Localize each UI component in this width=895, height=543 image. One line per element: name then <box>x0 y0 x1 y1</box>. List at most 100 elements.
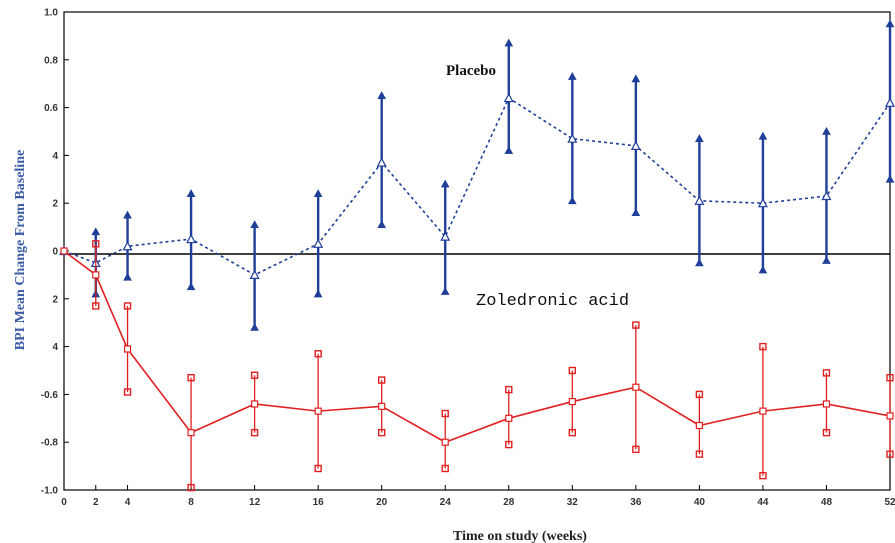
zoledronic-acid-error-cap-upper <box>441 409 449 418</box>
y-tick-label: 4 <box>52 151 58 162</box>
zoledronic-acid-error-cap-upper <box>123 302 132 310</box>
placebo-mean-point <box>503 92 514 103</box>
placebo-error-cap-lower <box>377 220 387 229</box>
zoledronic-acid-error-cap-upper <box>822 369 831 377</box>
zoledronic-acid-error-cap-lower <box>886 450 894 458</box>
zoledronic-acid-mean-point <box>314 407 322 415</box>
placebo-mean-point <box>567 133 578 143</box>
y-axis-ticks: 1.0 0.8 0.6 4 2 0 2 4 -0.6 -0.8 -1.0 <box>41 8 69 497</box>
placebo-error-cap-upper <box>440 179 450 188</box>
x-tick-label: 52 <box>884 497 895 508</box>
zoledronic-acid-error-cap-lower <box>822 428 831 437</box>
placebo-error-cap-lower <box>758 265 768 274</box>
zoledronic-acid-error-cap-upper <box>505 385 513 394</box>
zoledronic-acid-error-cap-lower <box>250 428 259 437</box>
zoledronic-acid-series <box>60 240 894 492</box>
placebo-error-cap-lower <box>695 258 704 267</box>
x-tick-label: 48 <box>821 497 833 508</box>
placebo-error-cap-lower <box>250 322 259 331</box>
y-axis-title: BPI Mean Change From Baseline <box>13 150 28 350</box>
y-tick-label: -1.0 <box>41 486 59 497</box>
x-tick-label: 24 <box>440 497 452 508</box>
series-layer <box>59 19 895 492</box>
placebo-error-cap-upper <box>504 38 514 47</box>
placebo-error-cap-lower <box>822 256 831 264</box>
zoledronic-acid-error-cap-upper <box>250 371 259 379</box>
x-tick-label: 28 <box>503 497 515 508</box>
x-tick-label: 0 <box>61 497 67 508</box>
placebo-error-cap-lower <box>567 196 577 205</box>
placebo-error-cap-upper <box>695 134 704 142</box>
x-axis-ticks: 0 2 4 8 12 16 20 24 28 32 36 40 44 48 52 <box>61 485 895 508</box>
placebo-mean-point <box>249 269 260 279</box>
x-tick-label: 44 <box>757 497 769 508</box>
zoledronic-acid-error-cap-upper <box>759 342 767 351</box>
zoledronic-acid-error-cap-lower <box>92 302 100 310</box>
y-tick-label: -0.6 <box>41 390 59 401</box>
placebo-mean-point <box>757 197 768 208</box>
x-tick-label: 2 <box>93 497 99 508</box>
placebo-error-cap-upper <box>250 220 259 229</box>
placebo-mean-line <box>63 96 891 276</box>
zoledronic-acid-error-cap-upper <box>886 373 894 382</box>
placebo-series <box>59 19 895 331</box>
placebo-error-cap-lower <box>186 282 196 291</box>
placebo-error-cap-lower <box>885 174 895 183</box>
placebo-error-cap-upper <box>91 227 101 236</box>
placebo-error-cap-upper <box>758 131 768 140</box>
zoledronic-acid-mean-point <box>251 400 259 408</box>
placebo-mean-point <box>122 240 133 251</box>
zoledronic-acid-error-cap-upper <box>314 350 322 358</box>
zoledronic-acid-mean-point <box>123 345 132 353</box>
placebo-error-cap-lower <box>440 287 450 295</box>
y-tick-label: 1.0 <box>44 8 58 19</box>
x-tick-label: 40 <box>694 497 706 508</box>
x-tick-label: 32 <box>567 497 579 508</box>
zoledronic-acid-mean-point <box>92 271 100 279</box>
placebo-mean-point <box>440 231 451 241</box>
zoledronic-acid-mean-point <box>378 402 386 410</box>
zoledronic-acid-error-cap-upper <box>632 321 640 329</box>
placebo-mean-point <box>186 233 197 244</box>
placebo-error-cap-lower <box>504 146 514 154</box>
zoledronic-acid-mean-point <box>441 438 449 446</box>
placebo-error-cap-lower <box>313 289 323 298</box>
placebo-mean-point <box>630 140 641 150</box>
y-tick-label: 2 <box>52 294 58 305</box>
placebo-error-cap-lower <box>123 272 132 281</box>
x-tick-label: 4 <box>125 497 131 508</box>
placebo-error-cap-upper <box>123 210 132 219</box>
zoledronic-acid-mean-point <box>695 421 703 430</box>
y-tick-label: 0.6 <box>44 103 58 114</box>
placebo-mean-point <box>694 195 705 205</box>
placebo-error-cap-upper <box>567 72 577 80</box>
zoledronic-acid-error-cap-lower <box>759 471 767 480</box>
zoledronic-acid-mean-point <box>505 414 513 422</box>
zoledronic-acid-error-cap-lower <box>377 428 386 437</box>
y-tick-label: 2 <box>52 199 58 210</box>
y-tick-label: 4 <box>52 342 58 353</box>
zoledronic-acid-error-cap-upper <box>377 376 386 384</box>
placebo-mean-point <box>885 97 895 107</box>
y-tick-label: -0.8 <box>41 438 59 449</box>
placebo-error-cap-upper <box>186 189 196 197</box>
placebo-error-cap-upper <box>313 189 323 197</box>
zoledronic-acid-error-cap-lower <box>568 428 577 437</box>
zoledronic-acid-error-cap-lower <box>123 388 132 396</box>
placebo-error-cap-upper <box>631 74 641 83</box>
zoledronic-acid-mean-point <box>568 397 576 406</box>
zoledronic-acid-mean-point <box>759 407 767 415</box>
placebo-error-cap-upper <box>822 126 831 135</box>
y-tick-label: 0 <box>52 247 58 258</box>
y-tick-label: 0.8 <box>44 55 58 66</box>
x-tick-label: 20 <box>376 497 388 508</box>
placebo-error-cap-upper <box>377 91 387 99</box>
plot-frame <box>63 11 891 491</box>
x-tick-label: 8 <box>188 497 194 508</box>
zoledronic-acid-mean-point <box>60 247 68 255</box>
placebo-error-cap-upper <box>885 19 895 28</box>
placebo-mean-point <box>313 238 324 248</box>
x-tick-label: 36 <box>630 497 642 508</box>
x-axis-title: Time on study (weeks) <box>453 529 587 543</box>
zoledronic-acid-error-cap-upper <box>695 390 704 399</box>
